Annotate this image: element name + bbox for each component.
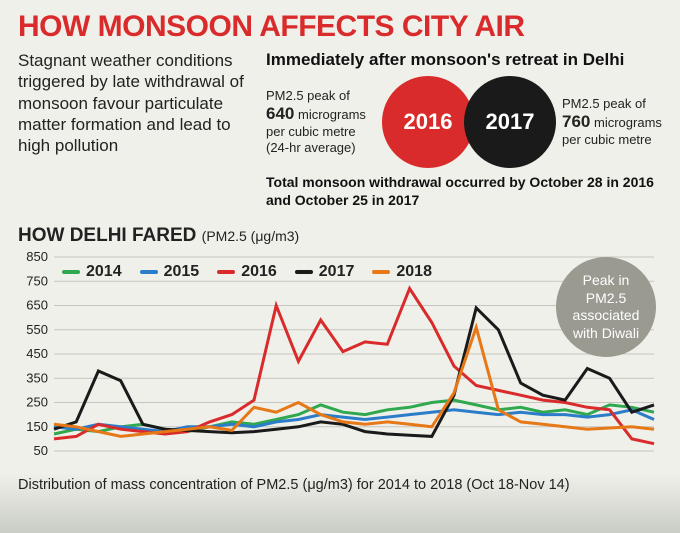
section-title-main: HOW DELHI FARED <box>18 225 196 246</box>
chart-container: 2014 2015 2016 2017 2018 Peak in PM2.5 assoc… <box>18 251 662 471</box>
legend-swatch <box>140 270 158 274</box>
intro-text: Stagnant weather conditions triggered by… <box>18 50 248 209</box>
legend-item-2018: 2018 <box>372 263 432 281</box>
svg-text:350: 350 <box>26 370 48 385</box>
legend-label: 2016 <box>241 263 277 281</box>
legend-label: 2018 <box>396 263 432 281</box>
svg-text:150: 150 <box>26 419 48 434</box>
sub-headline: Immediately after monsoon's retreat in D… <box>266 50 672 70</box>
series-2018 <box>54 327 654 436</box>
legend-label: 2014 <box>86 263 122 281</box>
legend-item-2014: 2014 <box>62 263 122 281</box>
svg-text:850: 850 <box>26 251 48 264</box>
chart-legend: 2014 2015 2016 2017 2018 <box>62 263 432 281</box>
headline: HOW MONSOON AFFECTS CITY AIR <box>18 12 662 42</box>
legend-label: 2017 <box>319 263 355 281</box>
legend-swatch <box>295 270 313 274</box>
diwali-callout: Peak in PM2.5 associated with Diwali <box>556 257 656 357</box>
year-circles: 2016 2017 <box>382 76 556 168</box>
stat-left-prefix: PM2.5 peak of <box>266 88 350 103</box>
svg-text:50: 50 <box>34 443 48 458</box>
circle-2016: 2016 <box>382 76 474 168</box>
svg-text:750: 750 <box>26 273 48 288</box>
stat-right: PM2.5 peak of 760 micrograms per cubic m… <box>562 96 672 148</box>
svg-text:450: 450 <box>26 346 48 361</box>
stat-right-value: 760 <box>562 112 590 132</box>
section-title-unit: (PM2.5 (μg/m3) <box>202 228 300 244</box>
legend-item-2016: 2016 <box>217 263 277 281</box>
stat-left: PM2.5 peak of 640 micrograms per cubic m… <box>266 88 376 155</box>
legend-swatch <box>217 270 235 274</box>
circle-2017: 2017 <box>464 76 556 168</box>
stat-right-prefix: PM2.5 peak of <box>562 96 646 111</box>
footer-caption: Distribution of mass concentration of PM… <box>18 477 662 493</box>
svg-text:650: 650 <box>26 298 48 313</box>
total-note: Total monsoon withdrawal occurred by Oct… <box>266 174 672 209</box>
legend-swatch <box>372 270 390 274</box>
legend-item-2017: 2017 <box>295 263 355 281</box>
legend-item-2015: 2015 <box>140 263 200 281</box>
legend-swatch <box>62 270 80 274</box>
svg-text:550: 550 <box>26 322 48 337</box>
svg-text:250: 250 <box>26 395 48 410</box>
section-title: HOW DELHI FARED (PM2.5 (μg/m3) <box>18 225 662 247</box>
stat-left-value: 640 <box>266 104 294 124</box>
legend-label: 2015 <box>164 263 200 281</box>
